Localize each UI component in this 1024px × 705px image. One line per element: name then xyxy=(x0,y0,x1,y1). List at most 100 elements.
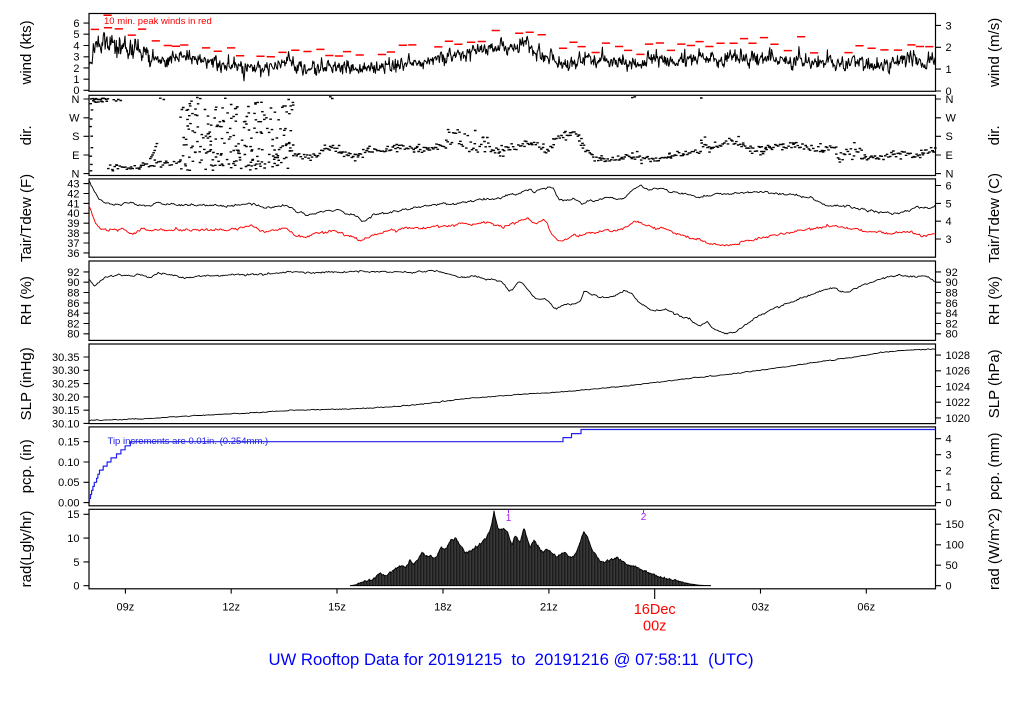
svg-text:30.30: 30.30 xyxy=(52,365,80,377)
svg-text:18z: 18z xyxy=(434,602,452,614)
svg-text:80: 80 xyxy=(67,329,79,341)
svg-text:4: 4 xyxy=(946,216,952,228)
svg-text:15z: 15z xyxy=(328,602,346,614)
svg-text:80: 80 xyxy=(946,329,958,341)
svg-text:RH (%): RH (%) xyxy=(18,276,35,325)
svg-text:3: 3 xyxy=(946,234,952,246)
svg-text:4: 4 xyxy=(946,434,952,446)
svg-text:UW Rooftop Data for 20191215: UW Rooftop Data for 20191215 to 20191216… xyxy=(268,650,753,669)
svg-text:Tair/Tdew (C): Tair/Tdew (C) xyxy=(986,173,1003,263)
svg-text:06z: 06z xyxy=(857,602,875,614)
svg-text:39: 39 xyxy=(67,218,79,230)
svg-text:0: 0 xyxy=(73,581,79,593)
svg-text:pcp. (mm): pcp. (mm) xyxy=(986,433,1003,501)
svg-text:5: 5 xyxy=(73,29,79,41)
svg-text:0.05: 0.05 xyxy=(58,477,79,489)
svg-text:N: N xyxy=(946,169,954,181)
svg-text:S: S xyxy=(72,131,79,143)
svg-text:0: 0 xyxy=(946,498,952,510)
svg-text:84: 84 xyxy=(67,308,79,320)
svg-text:SLP (inHg): SLP (inHg) xyxy=(18,347,35,420)
svg-text:pcp. (in): pcp. (in) xyxy=(18,439,35,493)
svg-text:30.35: 30.35 xyxy=(52,352,80,364)
svg-text:5: 5 xyxy=(946,198,952,210)
svg-text:16Dec: 16Dec xyxy=(634,602,676,618)
svg-text:15: 15 xyxy=(67,509,79,521)
svg-text:03z: 03z xyxy=(752,602,770,614)
svg-text:150: 150 xyxy=(946,519,964,531)
svg-text:90: 90 xyxy=(67,277,79,289)
svg-text:rad(Lgly/hr): rad(Lgly/hr) xyxy=(18,511,35,588)
svg-text:6: 6 xyxy=(73,18,79,30)
svg-text:21z: 21z xyxy=(540,602,558,614)
svg-text:86: 86 xyxy=(67,298,79,310)
svg-text:Tair/Tdew (F): Tair/Tdew (F) xyxy=(18,174,35,262)
svg-text:42: 42 xyxy=(67,188,79,200)
svg-text:38: 38 xyxy=(67,228,79,240)
svg-text:37: 37 xyxy=(67,238,79,250)
svg-text:wind (m/s): wind (m/s) xyxy=(986,18,1003,88)
svg-text:E: E xyxy=(72,150,79,162)
svg-text:92: 92 xyxy=(67,267,79,279)
svg-text:1024: 1024 xyxy=(946,381,970,393)
svg-text:82: 82 xyxy=(946,318,958,330)
svg-text:2: 2 xyxy=(73,63,79,75)
svg-text:1028: 1028 xyxy=(946,350,970,362)
svg-text:3: 3 xyxy=(73,52,79,64)
svg-text:0.00: 0.00 xyxy=(58,498,79,510)
svg-text:N: N xyxy=(72,169,80,181)
svg-text:W: W xyxy=(69,113,80,125)
svg-text:41: 41 xyxy=(67,198,79,210)
svg-text:88: 88 xyxy=(946,287,958,299)
svg-text:88: 88 xyxy=(67,287,79,299)
svg-text:1: 1 xyxy=(73,74,79,86)
svg-text:90: 90 xyxy=(946,277,958,289)
svg-text:40: 40 xyxy=(67,208,79,220)
svg-text:N: N xyxy=(946,94,954,106)
svg-text:43: 43 xyxy=(67,179,79,191)
svg-text:100: 100 xyxy=(946,540,964,552)
svg-text:36: 36 xyxy=(67,248,79,260)
svg-text:2: 2 xyxy=(946,42,952,54)
svg-text:dir.: dir. xyxy=(18,125,35,145)
svg-text:wind (kts): wind (kts) xyxy=(18,20,35,85)
svg-text:E: E xyxy=(946,150,953,162)
svg-text:00z: 00z xyxy=(643,619,666,635)
svg-text:dir.: dir. xyxy=(986,125,1003,145)
svg-text:30.10: 30.10 xyxy=(52,418,80,430)
svg-text:09z: 09z xyxy=(117,602,135,614)
svg-text:92: 92 xyxy=(946,267,958,279)
svg-text:0: 0 xyxy=(73,85,79,97)
svg-text:N: N xyxy=(72,94,80,106)
svg-text:1020: 1020 xyxy=(946,413,970,425)
svg-text:6: 6 xyxy=(946,180,952,192)
svg-text:5: 5 xyxy=(73,557,79,569)
svg-text:1: 1 xyxy=(506,513,512,524)
svg-text:1022: 1022 xyxy=(946,397,970,409)
svg-text:W: W xyxy=(946,113,957,125)
svg-text:1: 1 xyxy=(946,64,952,76)
svg-text:86: 86 xyxy=(946,298,958,310)
svg-text:rad (W/m^2): rad (W/m^2) xyxy=(986,508,1003,590)
svg-text:RH (%): RH (%) xyxy=(986,276,1003,325)
svg-text:84: 84 xyxy=(946,308,958,320)
svg-text:SLP (hPa): SLP (hPa) xyxy=(986,349,1003,418)
svg-text:0.15: 0.15 xyxy=(58,437,79,449)
svg-text:1026: 1026 xyxy=(946,366,970,378)
svg-text:2: 2 xyxy=(641,512,647,523)
svg-text:0: 0 xyxy=(946,581,952,593)
svg-text:30.20: 30.20 xyxy=(52,392,80,404)
svg-text:1: 1 xyxy=(946,482,952,494)
svg-text:0.10: 0.10 xyxy=(58,457,79,469)
svg-text:S: S xyxy=(946,131,953,143)
svg-text:30.15: 30.15 xyxy=(52,405,80,417)
svg-text:0: 0 xyxy=(946,86,952,98)
svg-text:10 min. peak winds in red: 10 min. peak winds in red xyxy=(104,16,212,27)
svg-text:4: 4 xyxy=(73,40,79,52)
svg-text:10: 10 xyxy=(67,533,79,545)
svg-text:50: 50 xyxy=(946,560,958,572)
svg-text:82: 82 xyxy=(67,318,79,330)
svg-text:Tip increments are 0.01in. (0.: Tip increments are 0.01in. (0.254mm.) xyxy=(108,436,269,447)
svg-text:12z: 12z xyxy=(222,602,240,614)
svg-text:3: 3 xyxy=(946,450,952,462)
